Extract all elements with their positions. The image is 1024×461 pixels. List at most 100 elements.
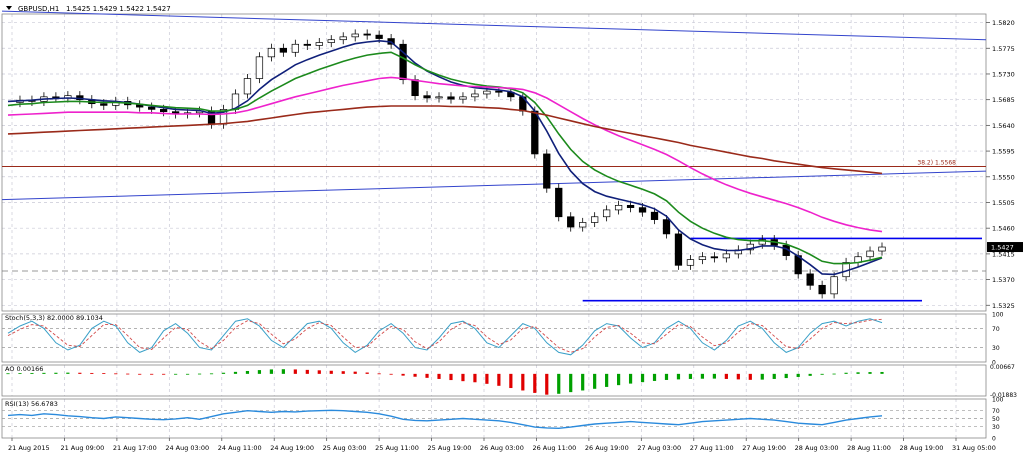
ao-bar [245, 370, 250, 374]
price-tick-label: 1.5460 [992, 225, 1015, 233]
symbol-menu-icon[interactable] [6, 6, 12, 10]
ao-bar [449, 373, 453, 381]
current-price-label: 1.5427 [991, 244, 1014, 252]
candle-body [531, 110, 539, 155]
ao-bar [640, 373, 645, 383]
ao-bar [760, 373, 764, 380]
ao-bar [509, 373, 513, 389]
candle-body [579, 222, 587, 228]
ao-bar [724, 373, 728, 379]
ao-tick-label: -0.01883 [990, 392, 1017, 399]
ohlc-values: 1.5425 1.5429 1.5422 1.5427 [66, 5, 171, 13]
candle-body [662, 219, 671, 235]
candle-body [878, 246, 886, 252]
time-tick-label: 21 Aug 17:00 [113, 444, 157, 452]
candle-body [555, 187, 563, 218]
stoch-tick-label: 70 [992, 326, 1000, 333]
current-price-box [987, 242, 1023, 253]
ao-bar [66, 372, 70, 374]
moving-average-line [7, 76, 883, 233]
candle-body [160, 109, 168, 113]
rsi-tick-label: 30 [992, 424, 1000, 431]
candle-body [483, 90, 491, 95]
candle-body [423, 95, 431, 99]
time-tick-label: 28 Aug 11:00 [847, 444, 891, 452]
rsi-label: RSI(13) 56.6783 [5, 400, 58, 408]
ao-bar [425, 373, 429, 378]
candle-body [291, 43, 299, 53]
candle-body [674, 233, 683, 266]
time-tick-label: 28 Aug 03:00 [795, 444, 839, 452]
symbol-title: GBPUSD,H1 [18, 5, 59, 13]
price-tick-label: 1.5640 [992, 122, 1015, 130]
ao-bar [185, 373, 190, 375]
price-tick-label: 1.5820 [992, 19, 1015, 27]
candle-body [650, 211, 659, 220]
ao-bar [401, 373, 405, 376]
candle-body [495, 90, 503, 93]
moving-average-line [7, 105, 883, 175]
ao-bar [281, 369, 285, 374]
ao-bar [257, 370, 262, 374]
ao-bar [712, 373, 716, 379]
ao-bar [784, 373, 788, 379]
ao-bar [54, 372, 58, 374]
ao-bar [473, 373, 477, 383]
moving-average-line [7, 51, 883, 265]
candle-body [255, 56, 264, 79]
ao-bar [6, 373, 10, 375]
ao-bar [676, 373, 681, 380]
ao-bar [796, 373, 800, 377]
ao-bar [437, 373, 441, 379]
candle-body [722, 253, 730, 259]
ao-bar [90, 372, 94, 374]
candle-body [459, 96, 467, 100]
ao-bar [221, 372, 226, 374]
candle-body [435, 96, 443, 99]
candle-body [686, 259, 695, 266]
ao-bar [197, 373, 202, 375]
ao-bar [78, 372, 82, 374]
ao-bar [617, 373, 621, 386]
ao-bar [844, 372, 848, 374]
candle-body [591, 216, 599, 223]
ao-bar [832, 373, 836, 375]
candle-body [267, 47, 276, 58]
candle-body [315, 42, 323, 46]
ao-bar [593, 373, 597, 389]
ao-bar [461, 373, 465, 382]
candle-body [866, 250, 874, 258]
candle-body [746, 243, 754, 251]
candle-body [543, 153, 551, 189]
price-tick-label: 1.5505 [992, 199, 1015, 207]
stoch-tick-label: 0 [992, 360, 996, 367]
ao-bar [880, 371, 884, 374]
ao-bar [808, 373, 812, 376]
ao-bar [497, 373, 501, 386]
ao-bar [18, 373, 22, 374]
stoch-main-line [7, 318, 883, 356]
time-tick-label: 26 Aug 19:00 [585, 444, 629, 452]
price-tick-label: 1.5730 [992, 70, 1015, 78]
ao-bar [126, 373, 130, 375]
ao-bar [305, 369, 309, 374]
candle-body [806, 273, 814, 286]
candle-body [626, 204, 635, 208]
candle-body [327, 39, 335, 43]
ao-bar [545, 373, 549, 395]
ao-bar [102, 373, 106, 374]
candle-body [710, 256, 719, 259]
ao-tick-label: 0.00667 [990, 364, 1015, 371]
ao-label: AO 0.00166 [5, 365, 43, 373]
ao-bar [138, 373, 142, 375]
price-tick-label: 1.5415 [992, 250, 1015, 258]
ao-bar [700, 373, 705, 379]
candle-body [447, 96, 455, 100]
ao-bar [293, 369, 297, 374]
ao-bar [42, 372, 46, 374]
time-tick-label: 26 Aug 03:00 [480, 444, 524, 452]
ao-bar [557, 373, 561, 394]
time-tick-label: 27 Aug 11:00 [690, 444, 734, 452]
candle-body [471, 93, 479, 98]
